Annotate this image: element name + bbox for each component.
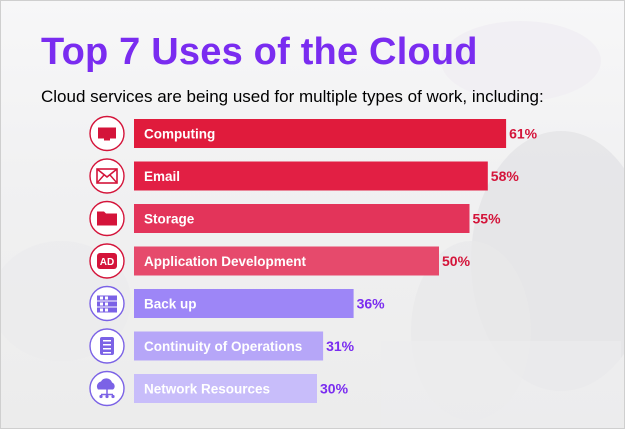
page-title: Top 7 Uses of the Cloud (41, 31, 478, 73)
bar-label-email: Email (144, 169, 180, 184)
bar-continuity-of-operations (134, 331, 324, 361)
folder-icon (89, 200, 125, 237)
notebook-icon (89, 328, 125, 364)
bar-label-network-resources: Network Resources (144, 382, 270, 397)
app-dev-icon: AD (89, 243, 125, 279)
bar-storage (134, 204, 470, 233)
page-subtitle: Cloud services are being used for multip… (41, 87, 544, 106)
value-label-storage: 55% (473, 211, 502, 227)
bar-back-up (134, 289, 354, 318)
value-label-back-up: 36% (357, 296, 386, 312)
bar-label-back-up: Back up (144, 297, 197, 312)
value-label-email: 58% (491, 168, 520, 184)
computer-monitor-icon (89, 115, 125, 152)
bar-label-computing: Computing (144, 127, 215, 142)
bar-label-application-development: Application Development (144, 254, 307, 269)
bar-application-development (134, 246, 439, 276)
value-label-application-development: 50% (442, 253, 471, 269)
value-label-continuity-of-operations: 31% (326, 338, 355, 354)
backup-server-icon (89, 285, 125, 322)
envelope-icon (89, 158, 125, 194)
bar-label-storage: Storage (144, 212, 195, 227)
value-label-network-resources: 30% (320, 381, 349, 397)
bar-email (134, 161, 488, 191)
bar-computing (134, 119, 507, 148)
bar-label-continuity-of-operations: Continuity of Operations (144, 339, 302, 354)
svg-text:AD: AD (100, 257, 114, 268)
bar-network-resources (134, 374, 317, 403)
value-label-computing: 61% (509, 126, 538, 142)
cloud-network-icon (89, 370, 125, 407)
